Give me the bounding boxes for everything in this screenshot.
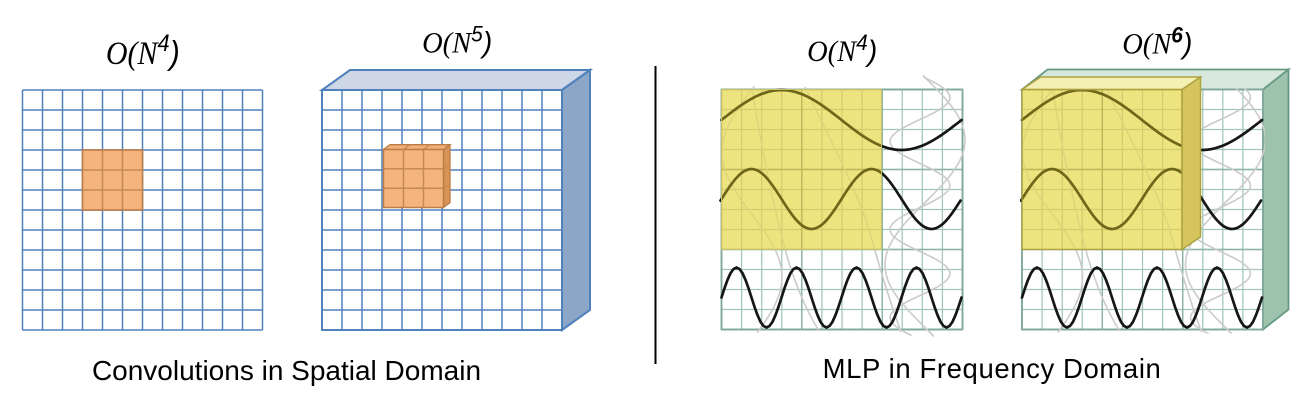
svg-text:O(N4): O(N4) bbox=[807, 31, 877, 69]
svg-text:O(N5): O(N5) bbox=[422, 22, 492, 60]
svg-text:O(N4): O(N4) bbox=[106, 29, 180, 71]
svg-text:O(N6): O(N6) bbox=[1122, 23, 1192, 61]
svg-text:MLP in Frequency Domain: MLP in Frequency Domain bbox=[823, 353, 1162, 384]
svg-text:Convolutions in Spatial Domain: Convolutions in Spatial Domain bbox=[92, 355, 481, 386]
